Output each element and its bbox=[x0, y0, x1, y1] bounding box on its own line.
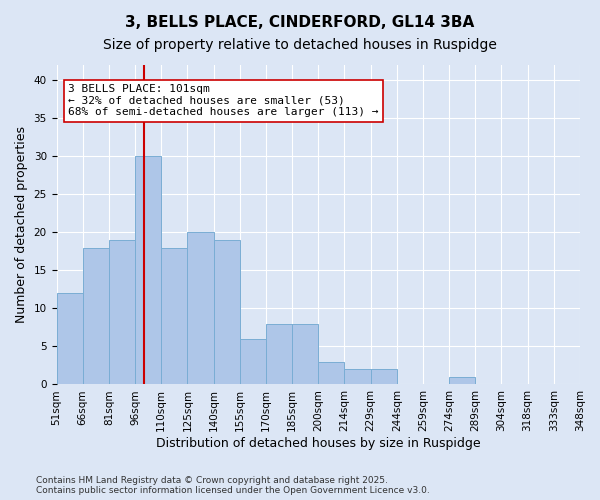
Text: 3 BELLS PLACE: 101sqm
← 32% of detached houses are smaller (53)
68% of semi-deta: 3 BELLS PLACE: 101sqm ← 32% of detached … bbox=[68, 84, 379, 117]
Bar bbox=[109, 240, 135, 384]
Bar bbox=[292, 324, 318, 384]
Bar bbox=[344, 369, 371, 384]
Bar bbox=[161, 248, 187, 384]
Bar bbox=[214, 240, 240, 384]
Bar bbox=[187, 232, 214, 384]
Bar bbox=[135, 156, 161, 384]
Bar bbox=[318, 362, 344, 384]
Text: 3, BELLS PLACE, CINDERFORD, GL14 3BA: 3, BELLS PLACE, CINDERFORD, GL14 3BA bbox=[125, 15, 475, 30]
X-axis label: Distribution of detached houses by size in Ruspidge: Distribution of detached houses by size … bbox=[156, 437, 481, 450]
Text: Contains HM Land Registry data © Crown copyright and database right 2025.
Contai: Contains HM Land Registry data © Crown c… bbox=[36, 476, 430, 495]
Text: Size of property relative to detached houses in Ruspidge: Size of property relative to detached ho… bbox=[103, 38, 497, 52]
Y-axis label: Number of detached properties: Number of detached properties bbox=[15, 126, 28, 323]
Bar bbox=[266, 324, 292, 384]
Bar bbox=[449, 377, 475, 384]
Bar bbox=[371, 369, 397, 384]
Bar bbox=[83, 248, 109, 384]
Bar bbox=[56, 293, 83, 384]
Bar bbox=[240, 339, 266, 384]
